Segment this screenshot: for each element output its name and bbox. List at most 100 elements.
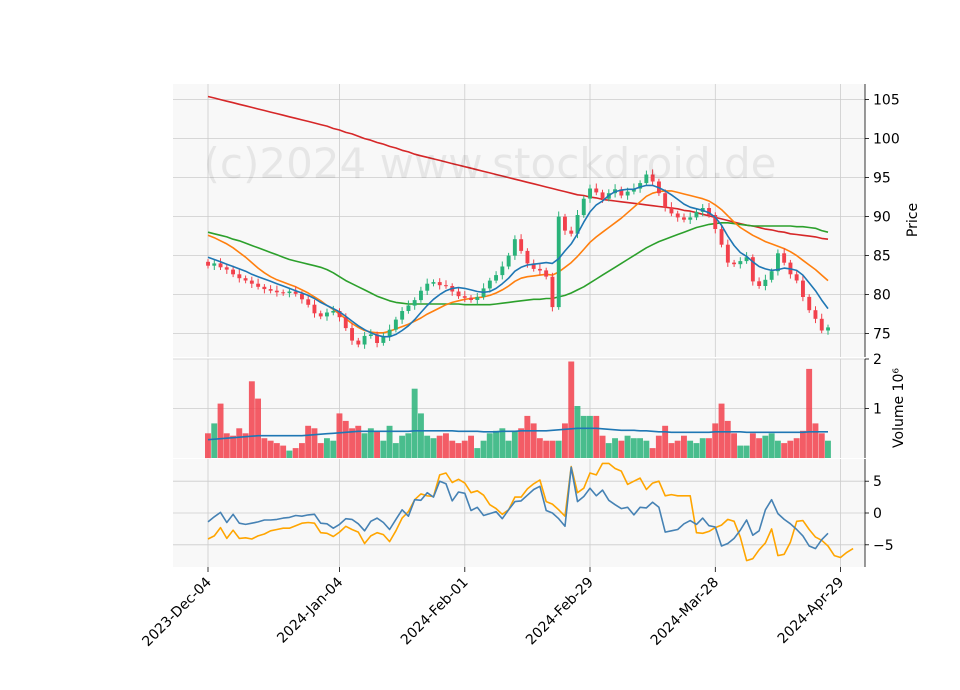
- volume-bar: [530, 423, 537, 458]
- volume-bar: [330, 440, 337, 458]
- volume-bar: [812, 423, 819, 458]
- volume-bar: [637, 438, 643, 458]
- volume-axis-tick-label: 2: [873, 352, 882, 368]
- volume-axis-tick-label: 1: [873, 402, 882, 418]
- candle-down: [619, 189, 624, 196]
- oscillator-axis-tick-label: 5: [873, 474, 882, 490]
- candle-down: [350, 328, 354, 341]
- candle-up: [644, 174, 649, 184]
- ma-mid-line: [207, 190, 829, 334]
- volume-bar: [511, 430, 518, 458]
- candle-down: [531, 263, 536, 269]
- volume-bar: [380, 440, 387, 458]
- candle-down: [732, 262, 736, 265]
- candle-down: [675, 213, 680, 218]
- volume-bar: [674, 440, 681, 458]
- candle-up: [512, 239, 517, 256]
- volume-bar: [336, 413, 343, 458]
- volume-bar: [349, 428, 355, 458]
- volume-bar: [418, 413, 424, 458]
- volume-bar: [549, 440, 556, 458]
- volume-bar: [712, 423, 719, 458]
- candle-down: [337, 311, 342, 318]
- volume-bar: [643, 440, 650, 458]
- candle-up: [425, 283, 430, 291]
- candle-down: [206, 261, 210, 266]
- candle-up: [738, 261, 743, 265]
- price-axis-tick-label: 75: [873, 327, 891, 343]
- candle-down: [563, 216, 567, 231]
- candle-down: [750, 257, 755, 282]
- candle-down: [437, 282, 442, 286]
- volume-bar: [424, 435, 431, 458]
- candle-down: [669, 207, 674, 214]
- volume-bar: [449, 440, 456, 458]
- candle-up: [556, 216, 561, 308]
- volume-bar: [580, 415, 587, 458]
- volume-bar: [399, 435, 406, 458]
- x-tick-label: 2024-Feb-01: [398, 575, 472, 649]
- volume-bar: [486, 433, 493, 459]
- volume-bar: [793, 438, 800, 458]
- price-axis-tick-label: 80: [873, 288, 891, 304]
- ma-slow-line: [207, 222, 829, 306]
- volume-bar: [749, 433, 756, 459]
- candle-down: [550, 276, 555, 308]
- volume-bar: [317, 443, 324, 458]
- candle-down: [243, 278, 248, 281]
- volume-bar: [480, 440, 487, 458]
- volume-bar: [618, 440, 625, 458]
- volume-axis-label: Volume 10⁶: [891, 368, 907, 448]
- volume-bar: [324, 438, 330, 458]
- candle-down: [281, 292, 286, 294]
- candle-up: [506, 255, 511, 267]
- candle-up: [744, 257, 749, 262]
- x-tick-label: 2023-Dec-04: [139, 574, 214, 649]
- volume-bar: [355, 425, 362, 458]
- candle-up: [381, 336, 386, 343]
- volume-bar: [261, 438, 268, 458]
- volume-bar: [718, 403, 725, 458]
- volume-bar: [699, 438, 706, 458]
- volume-bar: [230, 435, 236, 458]
- price-axis-tick-label: 85: [873, 249, 891, 265]
- ma-long-line: [207, 95, 829, 240]
- candle-up: [325, 312, 329, 317]
- volume-bar: [443, 433, 449, 459]
- candle-down: [300, 293, 304, 300]
- candle-down: [306, 299, 311, 305]
- volume-bar: [386, 425, 393, 458]
- candle-down: [544, 270, 549, 277]
- candle-up: [826, 327, 830, 331]
- volume-plot: [205, 361, 831, 459]
- volume-bar: [787, 440, 794, 458]
- candle-down: [444, 285, 448, 287]
- volume-bar: [536, 438, 543, 458]
- candle-up: [406, 305, 411, 311]
- candle-down: [801, 280, 805, 297]
- volume-bar: [248, 381, 255, 458]
- oscillator-line-b: [207, 462, 854, 562]
- candle-down: [682, 217, 686, 220]
- volume-bar: [474, 448, 481, 458]
- volume-bar: [267, 440, 274, 458]
- candle-up: [500, 266, 505, 276]
- volume-bar: [599, 435, 606, 458]
- volume-bar: [524, 415, 531, 458]
- volume-bar: [762, 435, 769, 458]
- volume-bar: [800, 430, 806, 458]
- volume-bar: [205, 433, 211, 459]
- candle-up: [494, 275, 498, 281]
- volume-axis-name: Volume: [891, 396, 907, 448]
- volume-bar: [756, 438, 762, 458]
- volume-bar: [367, 428, 374, 458]
- candle-down: [525, 250, 530, 264]
- candle-down: [713, 215, 718, 229]
- candle-up: [368, 334, 373, 336]
- volume-bar: [518, 428, 525, 458]
- x-tick-label: 2024-Mar-28: [648, 575, 722, 649]
- candle-down: [469, 297, 473, 300]
- volume-bar: [436, 435, 443, 458]
- candle-up: [581, 198, 586, 216]
- volume-bar: [655, 435, 662, 458]
